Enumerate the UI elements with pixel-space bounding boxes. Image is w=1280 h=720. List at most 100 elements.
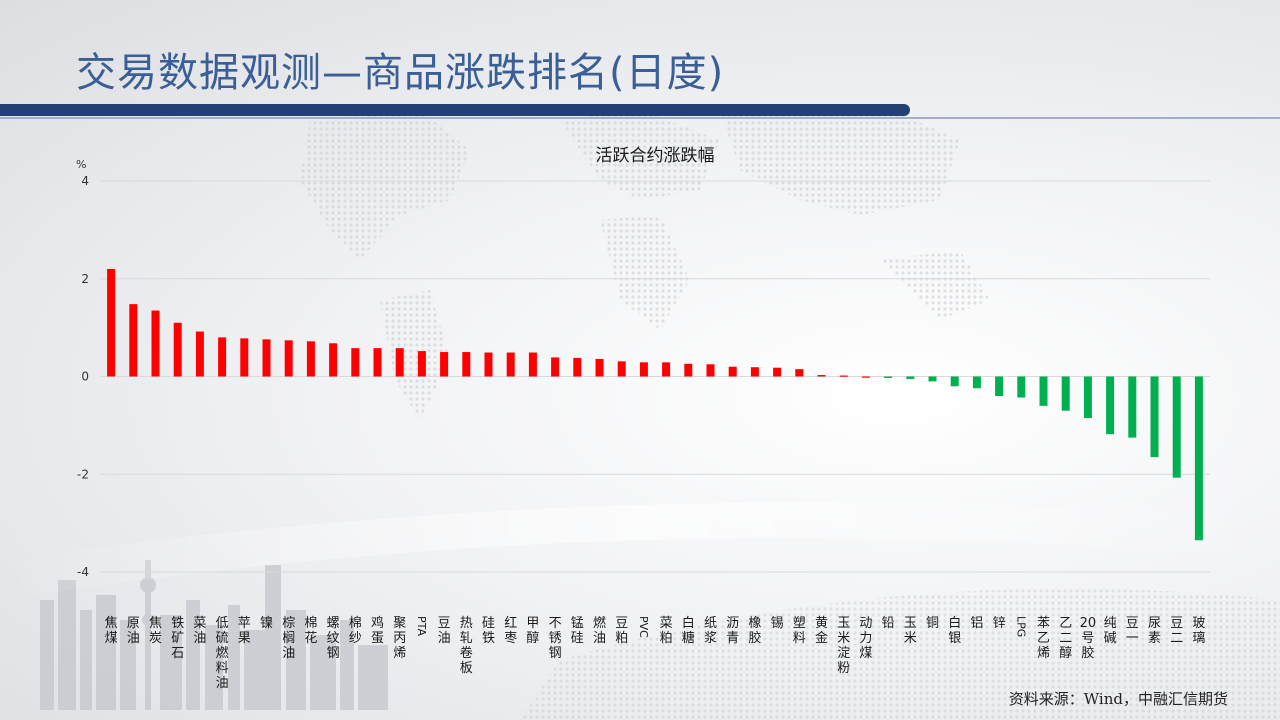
bar — [173, 322, 182, 377]
x-tick-label: 鸡蛋 — [371, 615, 384, 646]
x-tick-label: 低硫燃料油 — [216, 616, 229, 691]
bar — [284, 340, 293, 377]
bar — [1083, 376, 1092, 419]
bar — [195, 331, 204, 377]
bar — [928, 376, 937, 382]
x-tick-label: 焦炭 — [149, 616, 162, 646]
bar — [1194, 376, 1203, 541]
bar — [484, 352, 493, 377]
x-tick-label: 铁矿石 — [171, 616, 184, 661]
x-tick-label: 玻璃 — [1192, 616, 1205, 646]
x-tick-label: 苯乙烯 — [1037, 616, 1050, 661]
x-tick-label: 白银 — [948, 615, 961, 646]
bar — [995, 376, 1004, 397]
bar — [551, 357, 560, 377]
x-tick-label: LPG — [1014, 616, 1027, 637]
bar — [972, 376, 981, 389]
x-tick-label: 黄金 — [815, 616, 828, 646]
bar — [617, 361, 626, 377]
x-tick-label: 硅铁 — [482, 616, 495, 646]
x-tick-label: 尿素 — [1148, 616, 1161, 646]
x-tick-label: 玉米 — [904, 616, 917, 646]
bar — [1017, 376, 1026, 398]
x-tick-label: 纯碱 — [1104, 616, 1117, 646]
bar — [107, 268, 116, 377]
x-tick-label: 棉花 — [304, 616, 317, 646]
x-tick-label: 苹果 — [238, 616, 251, 646]
x-tick-label: 动力煤 — [859, 616, 872, 661]
bar — [839, 375, 848, 377]
bar — [1128, 376, 1137, 438]
bar — [506, 352, 515, 377]
bar — [773, 367, 782, 377]
bar — [639, 362, 648, 377]
bar — [306, 341, 315, 377]
x-tick-label: 焦煤 — [105, 616, 118, 646]
x-tick-label: 沥青 — [726, 616, 739, 646]
x-tick-label: 菜油 — [193, 616, 206, 646]
x-tick-label: 棉纱 — [349, 616, 362, 646]
x-tick-label: 甲醇 — [526, 616, 539, 646]
x-tick-label: 白糖 — [682, 615, 695, 646]
bar — [351, 348, 360, 377]
title-underline-thin — [0, 117, 1280, 119]
x-tick-label: 20 号胶 — [1080, 616, 1097, 661]
bar — [1150, 376, 1159, 458]
x-tick-label: 豆粕 — [615, 616, 628, 646]
x-tick-label: 红枣 — [504, 615, 517, 646]
x-tick-label: 镍 — [260, 616, 273, 631]
bar — [240, 338, 249, 377]
x-tick-label: 燃油 — [593, 615, 606, 646]
header: 交易数据观测—商品涨跌排名(日度) — [0, 0, 1280, 119]
x-tick-label: 锌 — [993, 616, 1006, 631]
y-tick-label: -4 — [77, 565, 89, 579]
x-tick-label: 乙二醇 — [1059, 616, 1072, 661]
bar — [329, 343, 338, 377]
bar — [750, 367, 759, 377]
x-tick-label: 铜 — [926, 616, 939, 631]
x-tick-label: 锡 — [771, 616, 784, 631]
bar — [684, 363, 693, 377]
page-title: 交易数据观测—商品涨跌排名(日度) — [76, 50, 725, 96]
bar — [528, 352, 537, 377]
x-tick-label: 聚丙烯 — [393, 616, 406, 661]
y-tick-label: 2 — [81, 272, 89, 286]
x-tick-label: 棕榈油 — [282, 616, 295, 661]
x-tick-label: 塑料 — [793, 616, 806, 646]
chart-title: 活跃合约涨跌幅 — [595, 146, 715, 166]
source-note: 资料来源：Wind，中融汇信期货 — [1008, 690, 1228, 708]
x-tick-label: 热轧卷板 — [460, 616, 473, 676]
bar — [950, 376, 959, 387]
x-tick-label: 玉米淀粉 — [837, 616, 850, 676]
y-tick-label: -2 — [77, 467, 89, 481]
bar — [395, 348, 404, 377]
x-tick-label: 橡胶 — [748, 616, 761, 646]
x-tick-label: 不锈钢 — [549, 616, 562, 661]
x-tick-label: PVC — [637, 616, 650, 638]
bar — [706, 364, 715, 377]
bar — [884, 376, 893, 378]
bar — [662, 362, 671, 377]
x-tick-label: 豆二 — [1170, 616, 1183, 646]
bar — [861, 376, 870, 378]
bar — [795, 369, 804, 377]
bar — [1061, 376, 1070, 411]
x-tick-label: 螺纹钢 — [327, 616, 340, 661]
bar — [218, 337, 227, 377]
title-underline-bar — [0, 104, 910, 116]
x-tick-label: 菜粕 — [660, 616, 673, 646]
y-tick-label: 0 — [81, 370, 89, 384]
bar — [573, 357, 582, 377]
bar — [417, 351, 426, 377]
bar — [1106, 376, 1115, 435]
x-tick-label: 纸浆 — [704, 616, 717, 646]
bar — [817, 375, 826, 377]
x-tick-label: 锰硅 — [571, 616, 584, 646]
bar — [595, 358, 604, 377]
bar — [1172, 376, 1181, 478]
x-tick-label: 豆油 — [438, 616, 451, 646]
bar — [906, 376, 915, 379]
